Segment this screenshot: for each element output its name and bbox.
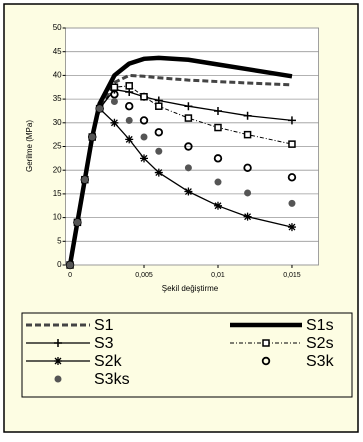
legend-label: S3k	[306, 353, 335, 370]
legend-label: S3	[94, 335, 114, 352]
x-axis-title: Şekil değiştirme	[162, 284, 219, 293]
marker	[184, 102, 193, 111]
marker	[287, 116, 296, 125]
y-tick-label: 0	[57, 260, 62, 269]
marker	[213, 154, 223, 163]
marker	[261, 356, 271, 366]
marker	[244, 189, 252, 197]
marker	[125, 102, 134, 111]
marker	[287, 223, 296, 232]
marker	[155, 147, 163, 155]
marker	[214, 178, 222, 186]
marker	[262, 339, 270, 347]
legend-label: S1	[94, 317, 114, 334]
marker	[154, 128, 164, 137]
marker	[213, 106, 222, 115]
marker	[125, 82, 133, 90]
marker	[140, 133, 148, 141]
marker	[81, 176, 89, 184]
y-tick-label: 45	[53, 47, 62, 56]
marker	[125, 135, 134, 144]
y-tick-label: 40	[53, 71, 62, 80]
marker	[184, 142, 193, 151]
marker	[139, 116, 149, 125]
marker	[243, 111, 252, 120]
marker	[154, 168, 163, 177]
x-tick-label: 0,015	[283, 272, 301, 279]
marker	[54, 357, 62, 365]
y-tick-label: 50	[53, 23, 62, 32]
x-tick-label: 0,01	[211, 272, 225, 279]
y-tick-label: 20	[53, 165, 62, 174]
marker	[243, 212, 252, 221]
marker	[54, 339, 62, 347]
x-tick-label: 0,005	[135, 272, 153, 279]
marker	[184, 164, 192, 172]
marker	[66, 261, 74, 269]
y-tick-label: 35	[53, 94, 62, 103]
marker	[288, 140, 296, 148]
marker	[184, 187, 193, 196]
marker	[125, 116, 133, 124]
marker	[214, 123, 222, 132]
marker	[243, 130, 252, 139]
marker	[110, 97, 118, 105]
y-tick-label: 5	[57, 236, 62, 245]
marker	[243, 163, 252, 173]
x-tick-label: 0	[68, 272, 72, 279]
marker	[110, 83, 119, 91]
marker	[288, 199, 296, 207]
marker	[110, 118, 119, 127]
y-tick-label: 15	[53, 189, 62, 198]
marker	[88, 133, 96, 141]
marker	[155, 102, 163, 110]
marker	[140, 154, 149, 163]
marker	[96, 105, 104, 113]
marker	[54, 375, 62, 383]
marker	[110, 90, 119, 99]
y-tick-label: 30	[53, 118, 62, 127]
marker	[213, 201, 222, 210]
y-axis-title: Gerilme (MPa)	[25, 120, 34, 172]
legend-label: S2k	[94, 353, 123, 370]
legend-label: S3ks	[94, 371, 130, 388]
marker	[184, 114, 193, 122]
legend-label: S1s	[306, 317, 334, 334]
y-tick-label: 10	[53, 213, 62, 222]
marker	[140, 92, 148, 101]
marker	[287, 173, 297, 182]
legend-label: S2s	[306, 335, 334, 352]
marker	[73, 218, 81, 226]
y-tick-label: 25	[53, 142, 62, 151]
